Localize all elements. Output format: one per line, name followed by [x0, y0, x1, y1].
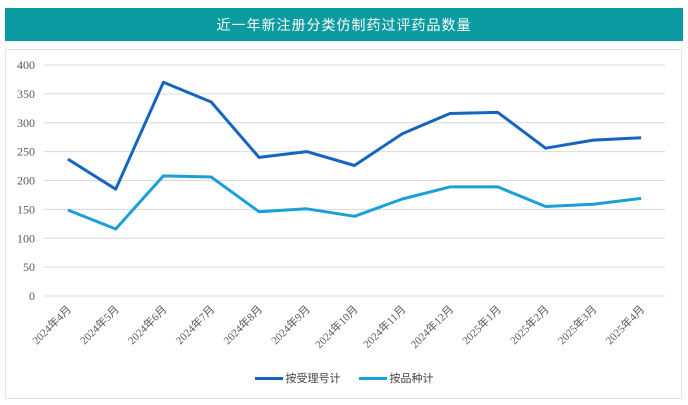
y-tick-label: 300 — [17, 116, 35, 130]
x-tick-label: 2025年3月 — [555, 302, 600, 347]
chart-frame — [5, 49, 682, 399]
legend: 按受理号计 按品种计 — [0, 370, 688, 386]
y-tick-label: 350 — [17, 87, 35, 101]
y-tick-label: 100 — [17, 231, 35, 245]
y-tick-label: 400 — [17, 58, 35, 72]
x-tick-label: 2024年10月 — [312, 302, 361, 351]
series-line — [67, 80, 642, 191]
x-tick-label: 2024年11月 — [360, 302, 409, 351]
legend-label: 按品种计 — [389, 372, 434, 385]
chart-title-banner: 近一年新注册分类仿制药过评药品数量 — [5, 8, 683, 41]
x-tick-label: 2024年8月 — [220, 302, 265, 347]
y-tick-label: 50 — [23, 260, 35, 274]
series-line — [67, 174, 642, 231]
x-tick-label: 2024年5月 — [77, 302, 122, 347]
series-lines — [67, 80, 642, 231]
legend-swatch-icon — [254, 376, 283, 380]
legend-swatch-icon — [358, 376, 387, 380]
chart-title: 近一年新注册分类仿制药过评药品数量 — [216, 17, 472, 34]
x-tick-label: 2024年4月 — [29, 302, 74, 347]
y-tick-label: 200 — [17, 174, 35, 188]
x-tick-label: 2025年4月 — [602, 302, 647, 347]
y-tick-label: 0 — [29, 289, 35, 303]
gridlines — [44, 64, 665, 297]
x-tick-label: 2025年2月 — [507, 302, 552, 347]
x-tick-label: 2024年6月 — [125, 302, 170, 347]
x-tick-label: 2024年9月 — [268, 302, 313, 347]
legend-item-by-variety: 按品种计 — [358, 370, 434, 386]
y-axis: 0 50 100 150 200 250 300 350 400 — [17, 58, 35, 303]
legend-item-by-acceptance-number: 按受理号计 — [254, 370, 341, 386]
x-axis: 2024年4月 2024年5月 2024年6月 2024年7月 2024年8月 2024年… — [29, 302, 647, 351]
x-tick-label: 2025年1月 — [459, 302, 504, 347]
x-tick-label: 2024年7月 — [172, 302, 217, 347]
y-tick-label: 150 — [17, 202, 35, 216]
legend-label: 按受理号计 — [285, 372, 341, 385]
x-tick-label: 2024年12月 — [407, 302, 456, 351]
y-tick-label: 250 — [17, 145, 35, 159]
